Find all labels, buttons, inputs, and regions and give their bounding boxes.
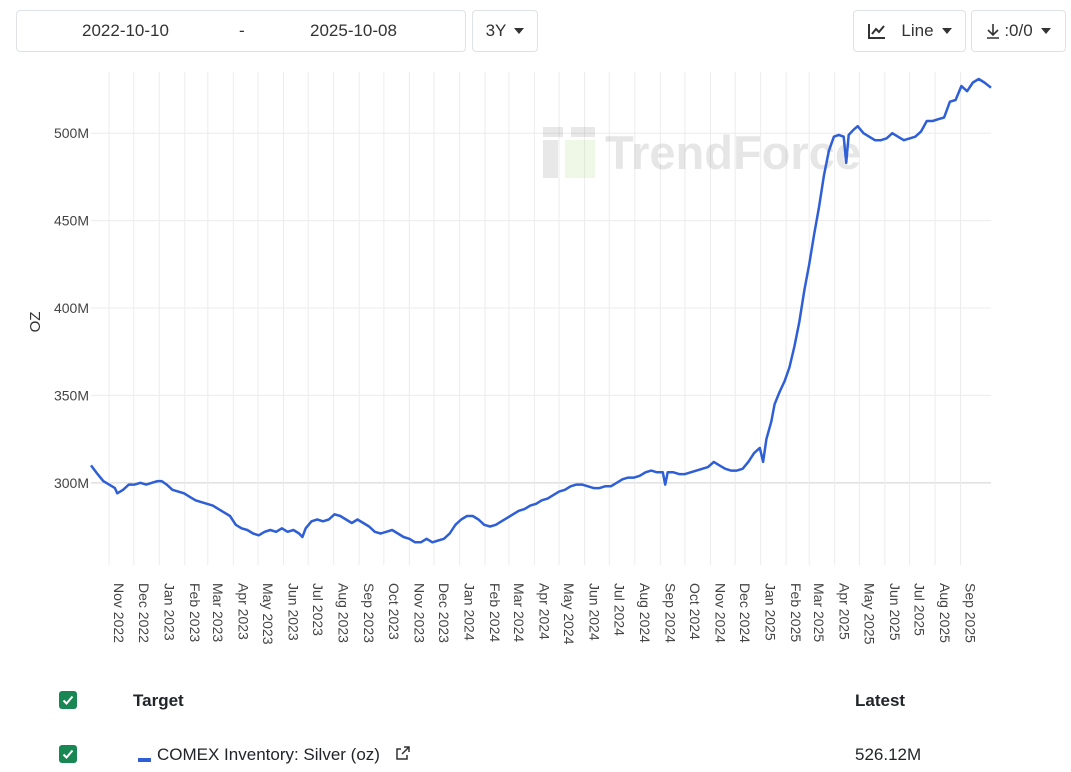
- x-tick-label: Mar 2024: [511, 583, 527, 642]
- download-label: :0/0: [1004, 21, 1033, 40]
- x-tick-label: Sep 2025: [963, 583, 979, 643]
- toolbar: 2022-10-10 - 2025-10-08 3Y Line :0/0: [0, 0, 1071, 60]
- caret-down-icon: [941, 28, 952, 34]
- line-chart-icon: [868, 24, 886, 39]
- select-all-checkbox[interactable]: [59, 691, 77, 709]
- x-tick-label: Jan 2023: [161, 583, 177, 641]
- x-tick-label: Jun 2024: [587, 583, 603, 641]
- series-line[interactable]: [90, 77, 992, 544]
- y-axis-label: OZ: [27, 312, 44, 333]
- y-tick-label: 300M: [54, 475, 89, 491]
- x-tick-label: Jul 2024: [611, 583, 627, 636]
- x-tick-label: Sep 2024: [662, 583, 678, 643]
- x-axis: Nov 2022 Dec 2022 Jan 2023 Feb 2023 Mar 2023…: [111, 583, 978, 645]
- caret-down-icon: [1040, 28, 1051, 34]
- x-tick-label: Apr 2023: [235, 583, 251, 640]
- date-range-picker[interactable]: 2022-10-10 - 2025-10-08: [16, 10, 466, 52]
- line-chart: TrendForce 300M 350M 400M 450M 500M Nov 2022…: [27, 72, 992, 645]
- check-icon: [62, 695, 74, 705]
- x-tick-label: Dec 2024: [737, 583, 753, 643]
- series-color-swatch: [138, 758, 151, 762]
- x-tick-label: May 2025: [861, 583, 877, 645]
- column-header-latest: Latest: [855, 691, 906, 710]
- column-header-target: Target: [133, 691, 184, 710]
- x-tick-label: Jan 2025: [763, 583, 779, 641]
- x-tick-label: May 2023: [260, 583, 276, 645]
- download-icon: [987, 24, 1000, 39]
- x-tick-label: Jun 2025: [887, 583, 903, 641]
- chart-type-dropdown-button[interactable]: Line: [853, 10, 966, 52]
- table-row: COMEX Inventory: Silver (oz) 526.12M: [0, 739, 1071, 769]
- series-group: [90, 77, 992, 544]
- y-tick-label: 450M: [54, 213, 89, 229]
- date-end-field[interactable]: 2025-10-08: [310, 21, 397, 40]
- check-icon: [62, 749, 74, 759]
- external-link-icon[interactable]: [395, 745, 411, 761]
- caret-down-icon: [514, 28, 525, 34]
- series-name: COMEX Inventory: Silver (oz): [157, 745, 380, 764]
- x-tick-label: Apr 2024: [536, 583, 552, 640]
- series-latest-value: 526.12M: [855, 745, 922, 764]
- y-axis: 300M 350M 400M 450M 500M: [54, 125, 89, 491]
- series-checkbox[interactable]: [59, 745, 77, 763]
- x-tick-label: Aug 2023: [336, 583, 352, 643]
- x-tick-label: Aug 2024: [637, 583, 653, 643]
- chart-type-label: Line: [901, 21, 934, 40]
- x-tick-label: Nov 2024: [712, 583, 728, 643]
- x-tick-label: Feb 2024: [487, 583, 503, 642]
- grid-lines: [91, 72, 991, 565]
- x-tick-label: Nov 2023: [411, 583, 427, 643]
- watermark-text: TrendForce: [605, 126, 861, 179]
- y-tick-label: 400M: [54, 300, 89, 316]
- x-tick-label: May 2024: [561, 583, 577, 645]
- watermark: TrendForce: [543, 126, 861, 179]
- x-tick-label: Sep 2023: [361, 583, 377, 643]
- x-tick-label: Aug 2025: [937, 583, 953, 643]
- y-tick-label: 500M: [54, 125, 89, 141]
- date-separator: -: [239, 21, 245, 40]
- x-tick-label: Feb 2025: [788, 583, 804, 642]
- range-label: 3Y: [485, 21, 507, 40]
- x-tick-label: Oct 2023: [386, 583, 402, 640]
- x-tick-label: Jan 2024: [462, 583, 478, 641]
- date-start-field[interactable]: 2022-10-10: [82, 21, 169, 40]
- x-tick-label: Jul 2023: [310, 583, 326, 636]
- x-tick-label: Apr 2025: [837, 583, 853, 640]
- x-tick-label: Oct 2024: [687, 583, 703, 640]
- table-header: Target Latest: [0, 685, 1071, 715]
- download-dropdown-button[interactable]: :0/0: [971, 10, 1066, 52]
- x-tick-label: Dec 2023: [436, 583, 452, 643]
- x-tick-label: Nov 2022: [111, 583, 127, 643]
- y-tick-label: 350M: [54, 387, 89, 403]
- range-dropdown-button[interactable]: 3Y: [472, 10, 538, 52]
- x-tick-label: Dec 2022: [136, 583, 152, 643]
- x-tick-label: Mar 2025: [811, 583, 827, 642]
- x-tick-label: Mar 2023: [210, 583, 226, 642]
- x-tick-label: Jun 2023: [286, 583, 302, 641]
- x-tick-label: Feb 2023: [187, 583, 203, 642]
- x-tick-label: Jul 2025: [912, 583, 928, 636]
